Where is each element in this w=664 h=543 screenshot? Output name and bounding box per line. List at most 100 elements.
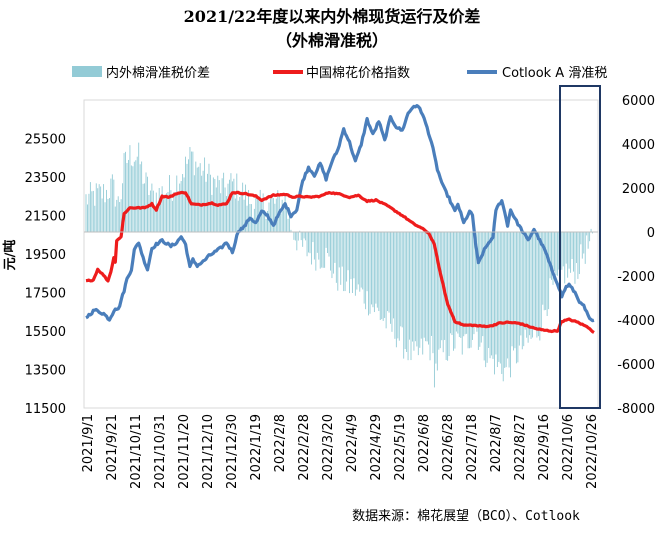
x-tick-label: 2021/10/11 <box>129 414 144 489</box>
spread-bar <box>424 232 425 338</box>
spread-bar <box>577 232 578 279</box>
spread-bar <box>184 177 185 232</box>
spread-bar <box>555 232 556 275</box>
right-tick-label: 4000 <box>622 138 655 153</box>
data-source: 数据来源：棉花展望（BCO）、Cotlook <box>352 508 580 524</box>
spread-bar <box>463 232 464 336</box>
right-tick-label: -6000 <box>617 358 655 373</box>
spread-bar <box>149 195 150 232</box>
spread-bar <box>220 193 221 232</box>
spread-bar <box>285 196 286 232</box>
spread-bar <box>400 232 401 326</box>
spread-bar <box>330 232 331 271</box>
spread-bar <box>576 232 577 263</box>
spread-bar <box>572 232 573 259</box>
spread-bar <box>507 232 508 358</box>
legend-swatch <box>72 66 102 77</box>
spread-bar <box>516 232 517 363</box>
spread-bar <box>242 183 243 232</box>
spread-bar <box>318 232 319 260</box>
spread-bar <box>474 232 475 334</box>
spread-bar <box>286 209 287 232</box>
spread-bar <box>108 199 109 232</box>
left-tick-label: 25500 <box>25 133 66 148</box>
spread-bar <box>394 232 395 339</box>
spread-bar <box>462 232 463 355</box>
spread-bar <box>129 145 130 232</box>
spread-bar <box>295 232 296 241</box>
spread-bar <box>189 147 190 232</box>
spread-bar <box>408 232 409 360</box>
spread-bar <box>94 206 95 232</box>
spread-bar <box>358 232 359 284</box>
spread-bar <box>519 232 520 346</box>
spread-bar <box>359 232 360 292</box>
spread-bar <box>181 181 182 232</box>
spread-bar <box>580 232 581 244</box>
spread-bar <box>431 232 432 336</box>
spread-bar <box>230 173 231 232</box>
spread-bar <box>349 232 350 293</box>
x-tick-label: 2022/9/16 <box>537 414 552 481</box>
spread-bar <box>270 199 271 232</box>
spread-bar <box>154 208 155 232</box>
left-tick-label: 21500 <box>25 210 66 225</box>
spread-bar <box>504 232 505 368</box>
spread-bar <box>191 152 192 232</box>
spread-bar <box>471 232 472 348</box>
spread-bar <box>523 232 524 346</box>
x-tick-label: 2022/6/8 <box>417 414 432 472</box>
spread-bar <box>554 232 555 271</box>
spread-bar <box>440 232 441 348</box>
x-tick-label: 2022/1/19 <box>249 414 264 481</box>
spread-bars <box>86 143 595 388</box>
spread-bar <box>118 196 119 232</box>
spread-bar <box>490 232 491 358</box>
spread-bar <box>182 174 183 232</box>
spread-bar <box>468 232 469 348</box>
spread-bar <box>368 232 369 315</box>
spread-bar <box>356 232 357 290</box>
spread-bar <box>216 187 217 232</box>
spread-bar <box>346 232 347 282</box>
spread-bar <box>491 232 492 355</box>
spread-bar <box>266 219 267 232</box>
spread-bar <box>512 232 513 346</box>
spread-bar <box>367 232 368 291</box>
spread-bar <box>102 199 103 233</box>
spread-bar <box>280 214 281 232</box>
spread-bar <box>324 232 325 268</box>
spread-bar <box>532 232 533 337</box>
spread-bar <box>383 232 384 321</box>
spread-bar <box>361 232 362 288</box>
spread-bar <box>345 232 346 291</box>
spread-bar <box>564 232 565 283</box>
spread-bar <box>387 232 388 311</box>
spread-bar <box>132 166 133 232</box>
spread-bar <box>389 232 390 313</box>
spread-bar <box>374 232 375 312</box>
spread-bar <box>209 164 210 232</box>
spread-bar <box>582 232 583 259</box>
spread-bar <box>419 232 420 348</box>
spread-bar <box>333 232 334 274</box>
spread-bar <box>247 206 248 232</box>
spread-bar <box>138 143 139 232</box>
spread-bar <box>573 232 574 272</box>
spread-bar <box>397 232 398 338</box>
spread-bar <box>567 232 568 278</box>
spread-bar <box>329 232 330 257</box>
x-tick-label: 2022/2/28 <box>297 414 312 481</box>
spread-bar <box>351 232 352 279</box>
spread-bar <box>99 184 100 232</box>
spread-bar <box>235 199 236 232</box>
spread-bar <box>421 232 422 339</box>
spread-bar <box>206 182 207 232</box>
spread-bar <box>466 232 467 334</box>
spread-bar <box>561 232 562 270</box>
spread-bar <box>131 165 132 232</box>
spread-bar <box>239 197 240 232</box>
spread-bar <box>343 232 344 291</box>
spread-bar <box>585 232 586 264</box>
